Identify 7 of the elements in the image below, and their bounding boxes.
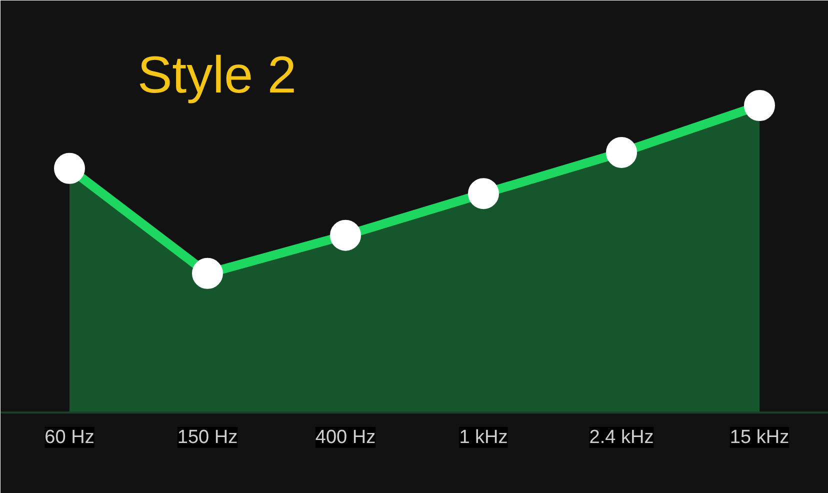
x-tick-label: 150 Hz — [177, 426, 238, 448]
x-tick-label: 400 Hz — [315, 426, 376, 448]
x-tick-label: 1 kHz — [459, 426, 508, 448]
x-tick-label: 60 Hz — [44, 426, 94, 448]
x-tick-label: 15 kHz — [730, 426, 790, 448]
x-tick-label: 2.4 kHz — [589, 426, 654, 448]
chart-title: Style 2 — [138, 46, 296, 104]
